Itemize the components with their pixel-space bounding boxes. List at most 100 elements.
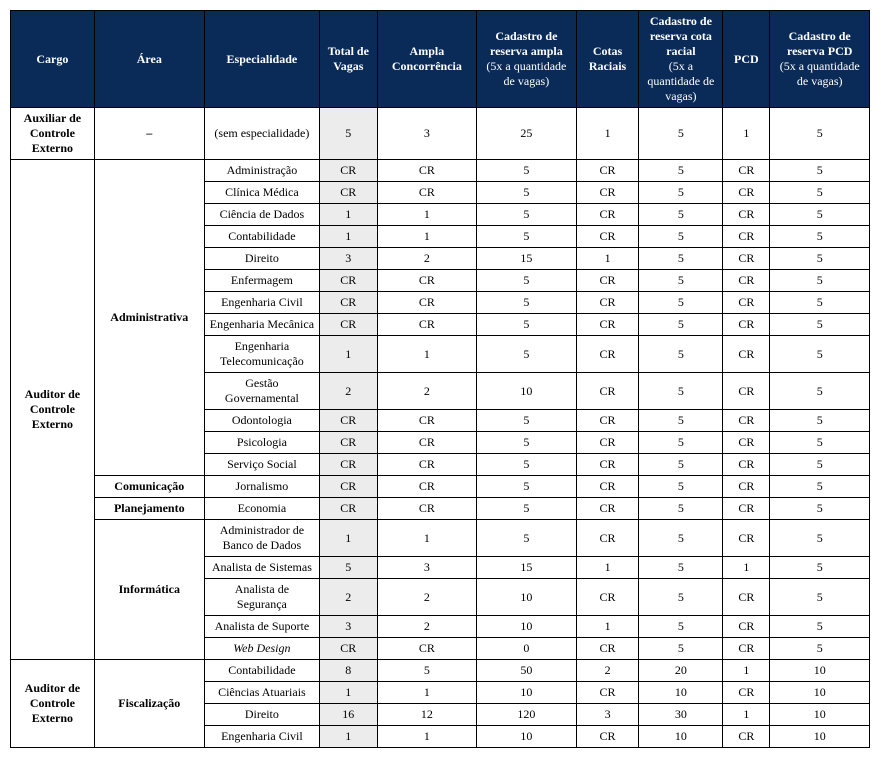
cell-reserva-ampla: 120	[477, 704, 577, 726]
cell-total-vagas: CR	[320, 454, 378, 476]
cell-pcd: CR	[723, 314, 770, 336]
cell-espec: Analista de Segurança	[204, 579, 319, 616]
cell-cotas: CR	[576, 204, 639, 226]
cell-reserva-ampla: 10	[477, 616, 577, 638]
cell-ampla: 2	[377, 579, 477, 616]
cell-pcd: CR	[723, 226, 770, 248]
cell-total-vagas: 2	[320, 373, 378, 410]
cell-reserva-ampla: 25	[477, 108, 577, 160]
cell-reserva-pcd: 5	[770, 454, 870, 476]
cell-ampla: 1	[377, 682, 477, 704]
cell-total-vagas: CR	[320, 160, 378, 182]
cell-espec: Odontologia	[204, 410, 319, 432]
cell-ampla: CR	[377, 454, 477, 476]
cell-cotas: 1	[576, 557, 639, 579]
cell-reserva-pcd: 5	[770, 292, 870, 314]
cell-ampla: CR	[377, 182, 477, 204]
col-cargo: Cargo	[11, 11, 95, 108]
cell-espec: Contabilidade	[204, 660, 319, 682]
cell-reserva-ampla: 5	[477, 410, 577, 432]
cell-cotas: CR	[576, 579, 639, 616]
cell-cargo: Auditor de Controle Externo	[11, 160, 95, 660]
cell-ampla: CR	[377, 432, 477, 454]
col-reserva-pcd-title: Cadastro de reserva PCD	[787, 29, 852, 58]
cell-cotas: CR	[576, 336, 639, 373]
cell-pcd: CR	[723, 292, 770, 314]
cell-pcd: CR	[723, 726, 770, 748]
cell-total-vagas: CR	[320, 638, 378, 660]
col-reserva-ampla-sub: (5x a quantidade de vagas)	[486, 59, 566, 88]
cell-cotas: CR	[576, 160, 639, 182]
cell-espec: Engenharia Civil	[204, 292, 319, 314]
cell-pcd: 1	[723, 108, 770, 160]
cell-ampla: 1	[377, 726, 477, 748]
cell-reserva-cota: 5	[639, 616, 723, 638]
col-reserva-cota: Cadastro de reserva cota racial (5x a qu…	[639, 11, 723, 108]
cell-area: Planejamento	[94, 498, 204, 520]
cell-reserva-cota: 5	[639, 226, 723, 248]
cell-reserva-pcd: 5	[770, 616, 870, 638]
cell-reserva-pcd: 5	[770, 314, 870, 336]
cell-reserva-cota: 5	[639, 182, 723, 204]
col-reserva-cota-title: Cadastro de reserva cota racial	[650, 14, 712, 58]
cell-total-vagas: CR	[320, 476, 378, 498]
cell-reserva-cota: 5	[639, 520, 723, 557]
cell-cotas: CR	[576, 270, 639, 292]
cell-pcd: CR	[723, 182, 770, 204]
cell-espec: Engenharia Civil	[204, 726, 319, 748]
cell-reserva-pcd: 5	[770, 108, 870, 160]
cell-reserva-ampla: 5	[477, 314, 577, 336]
table-body: Auxiliar de Controle Externo–(sem especi…	[11, 108, 870, 748]
cell-pcd: 1	[723, 557, 770, 579]
cell-cotas: CR	[576, 292, 639, 314]
cell-total-vagas: 5	[320, 557, 378, 579]
cell-espec: Administração	[204, 160, 319, 182]
cell-reserva-cota: 20	[639, 660, 723, 682]
cell-reserva-pcd: 5	[770, 432, 870, 454]
cell-total-vagas: CR	[320, 314, 378, 336]
cell-cotas: 1	[576, 108, 639, 160]
cell-pcd: CR	[723, 336, 770, 373]
cell-ampla: CR	[377, 270, 477, 292]
cell-espec: Psicologia	[204, 432, 319, 454]
cell-cotas: 3	[576, 704, 639, 726]
vagas-table: Cargo Área Especialidade Total de Vagas …	[10, 10, 870, 748]
cell-ampla: 1	[377, 336, 477, 373]
cell-total-vagas: CR	[320, 270, 378, 292]
cell-pcd: CR	[723, 616, 770, 638]
cell-ampla: CR	[377, 160, 477, 182]
cell-total-vagas: CR	[320, 410, 378, 432]
cell-total-vagas: CR	[320, 292, 378, 314]
cell-espec: Direito	[204, 248, 319, 270]
cell-reserva-cota: 5	[639, 108, 723, 160]
cell-espec: (sem especialidade)	[204, 108, 319, 160]
cell-reserva-ampla: 5	[477, 476, 577, 498]
cell-cotas: CR	[576, 410, 639, 432]
table-row: PlanejamentoEconomiaCRCR5CR5CR5	[11, 498, 870, 520]
cell-reserva-pcd: 10	[770, 682, 870, 704]
cell-reserva-pcd: 5	[770, 579, 870, 616]
cell-cotas: CR	[576, 520, 639, 557]
cell-cotas: CR	[576, 182, 639, 204]
cell-cotas: CR	[576, 226, 639, 248]
cell-reserva-ampla: 5	[477, 432, 577, 454]
cell-reserva-cota: 5	[639, 160, 723, 182]
col-pcd: PCD	[723, 11, 770, 108]
cell-reserva-ampla: 5	[477, 292, 577, 314]
cell-total-vagas: 8	[320, 660, 378, 682]
cell-cotas: CR	[576, 498, 639, 520]
cell-pcd: CR	[723, 204, 770, 226]
cell-pcd: CR	[723, 160, 770, 182]
cell-reserva-pcd: 5	[770, 160, 870, 182]
table-row: Auxiliar de Controle Externo–(sem especi…	[11, 108, 870, 160]
cell-area: Administrativa	[94, 160, 204, 476]
cell-espec: Ciências Atuariais	[204, 682, 319, 704]
cell-reserva-pcd: 5	[770, 498, 870, 520]
cell-reserva-cota: 5	[639, 292, 723, 314]
cell-total-vagas: CR	[320, 182, 378, 204]
cell-reserva-pcd: 10	[770, 660, 870, 682]
cell-reserva-pcd: 5	[770, 638, 870, 660]
cell-total-vagas: 16	[320, 704, 378, 726]
cell-ampla: CR	[377, 476, 477, 498]
cell-total-vagas: 5	[320, 108, 378, 160]
